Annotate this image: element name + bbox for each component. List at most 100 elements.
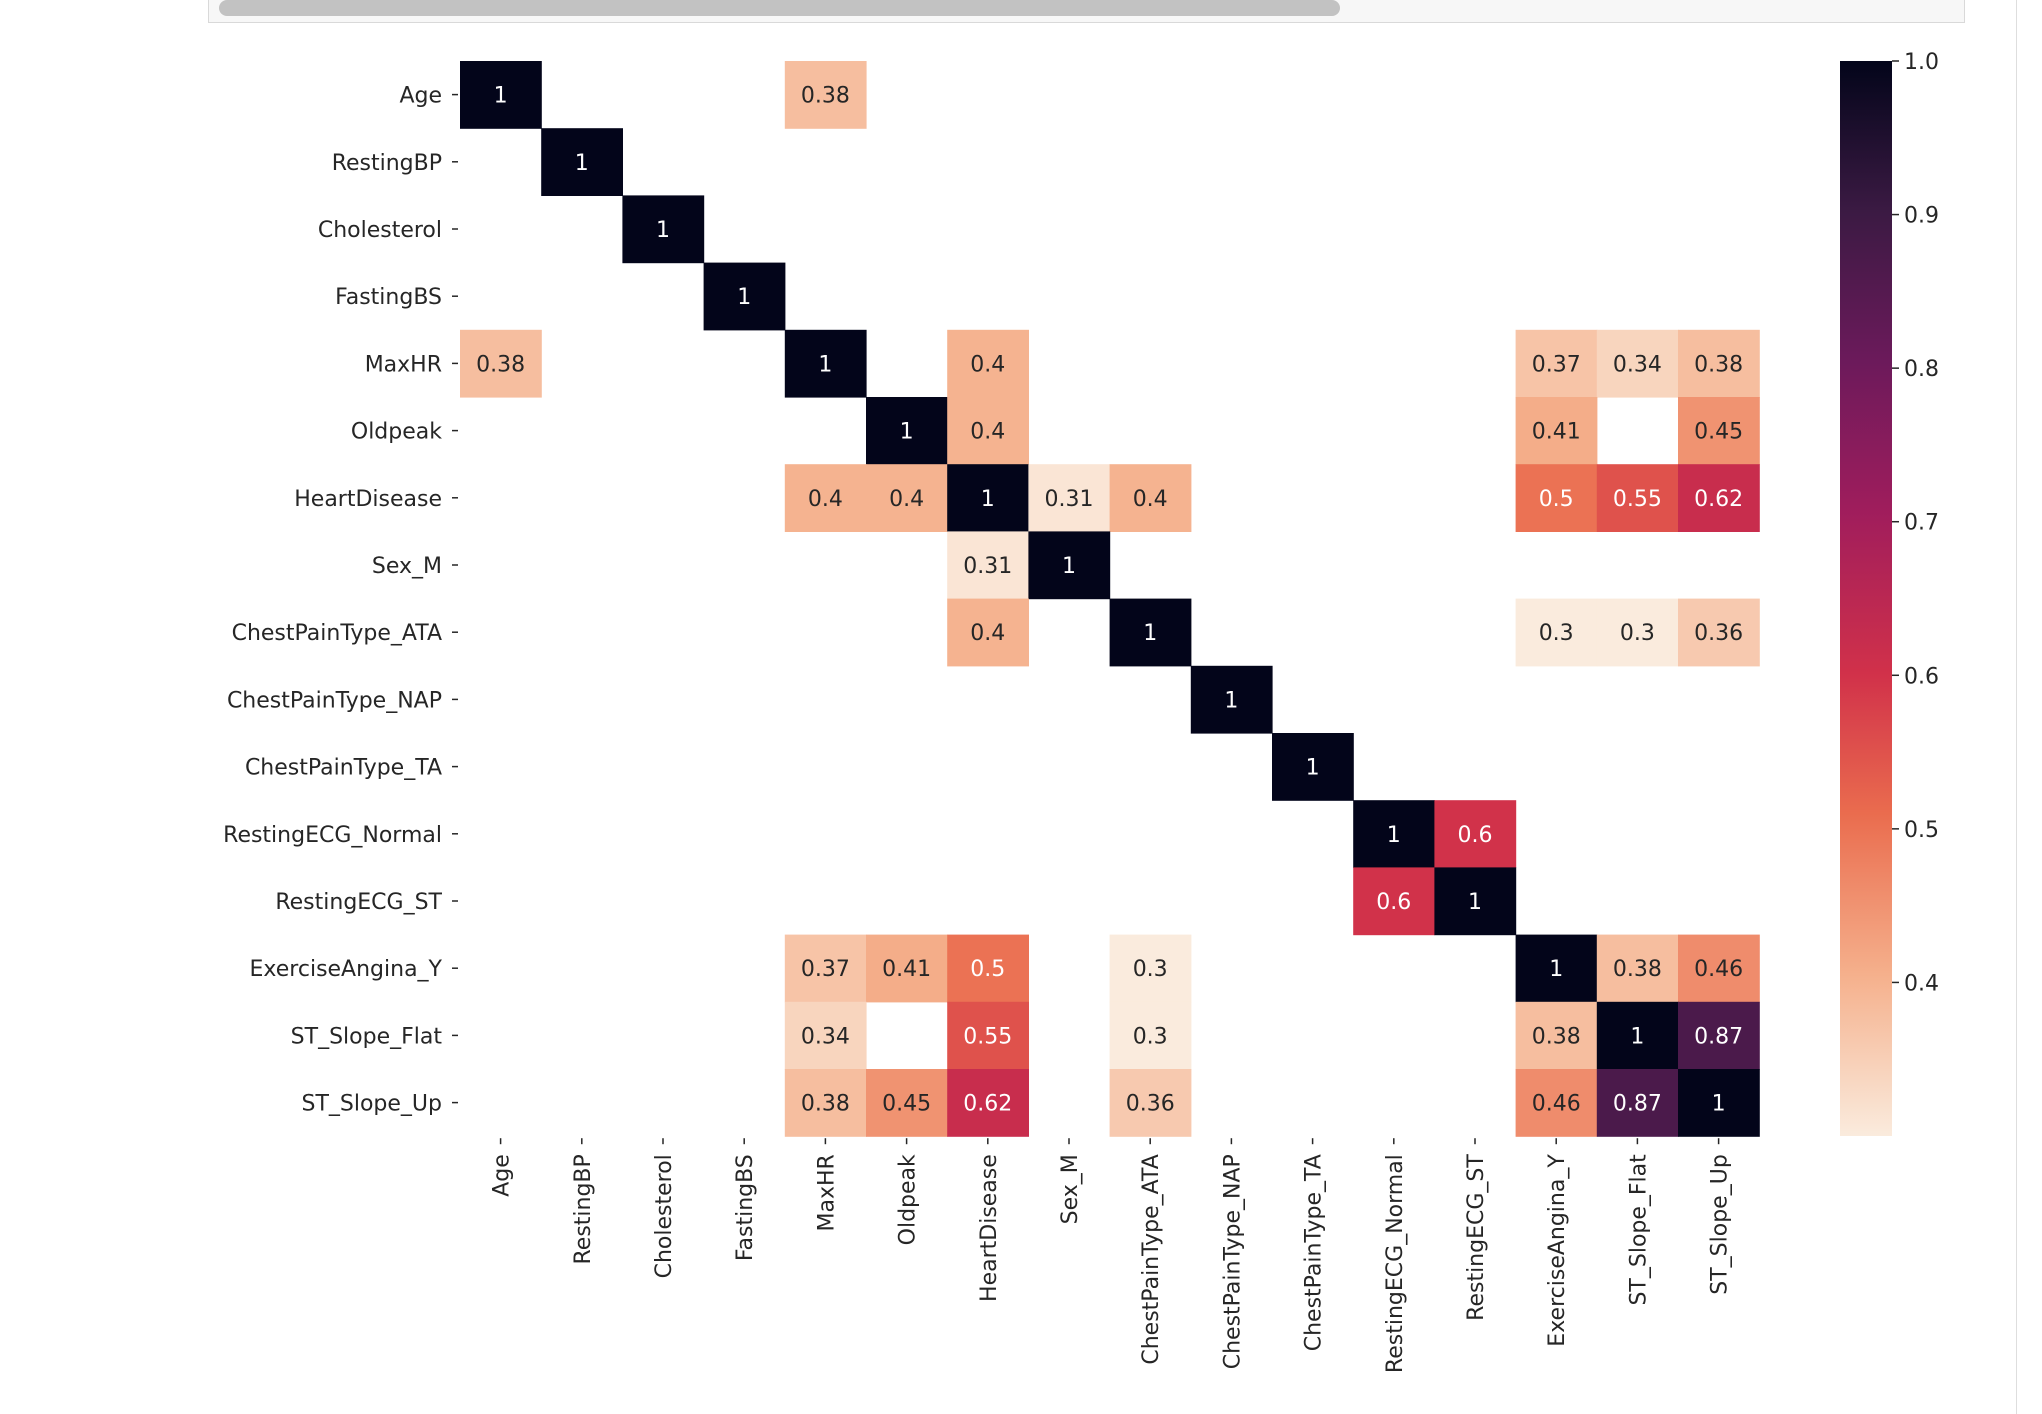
- cell-value-label: 0.34: [801, 1024, 850, 1049]
- cell-value-label: 0.38: [801, 1092, 850, 1117]
- cell-value-label: 0.5: [970, 957, 1005, 982]
- cell-value-label: 1: [1306, 756, 1320, 781]
- heatmap-cell: [1353, 867, 1435, 936]
- x-tick-label: Age: [490, 1154, 515, 1197]
- heatmap-cell: [1190, 665, 1273, 734]
- heatmap-cell: [947, 1001, 1029, 1070]
- y-tick-label: RestingECG_ST: [275, 890, 442, 915]
- cell-value-label: 0.4: [1133, 487, 1168, 512]
- colorbar-ticks: 1.0 0.9 0.8 0.7 0.6 0.5 0.4: [1892, 50, 1939, 996]
- y-tick-label: ST_Slope_Up: [301, 1092, 442, 1117]
- heatmap-cell: [1353, 800, 1435, 868]
- cell-value-label: 1: [818, 352, 832, 377]
- colorbar-tick-label: 0.8: [1904, 357, 1939, 382]
- x-tick-label: Oldpeak: [896, 1154, 921, 1245]
- heatmap-cell: [947, 464, 1029, 532]
- heatmap-cell: [1515, 934, 1598, 1003]
- colorbar-tick-label: 0.9: [1904, 204, 1939, 229]
- cell-value-label: 0.34: [1613, 352, 1662, 377]
- heatmap-cell: [1515, 397, 1598, 465]
- heatmap-cell: [1678, 464, 1760, 532]
- cell-value-label: 0.37: [801, 957, 850, 982]
- heatmap-cell: [1109, 598, 1192, 667]
- y-tick-label: ChestPainType_ATA: [232, 621, 442, 646]
- cell-value-label: 0.3: [1133, 1024, 1168, 1049]
- cell-value-label: 0.5: [1539, 487, 1574, 512]
- heatmap-cell: [1109, 1069, 1192, 1137]
- cell-value-label: 0.36: [1126, 1092, 1175, 1117]
- notebook-right-border: [2016, 0, 2017, 1414]
- colorbar-tick-label: 0.6: [1904, 664, 1939, 689]
- x-tick-label: MaxHR: [814, 1154, 839, 1231]
- cell-value-label: 0.55: [963, 1024, 1012, 1049]
- x-tick-label: RestingECG_ST: [1464, 1154, 1489, 1321]
- y-tick-label: Oldpeak: [351, 420, 442, 445]
- heatmap-cell: [1434, 867, 1517, 936]
- heatmap-cell: [784, 464, 867, 532]
- cell-value-label: 0.46: [1694, 957, 1743, 982]
- y-tick-label: HeartDisease: [294, 487, 442, 512]
- heatmap-cell: [1028, 531, 1111, 600]
- colorbar-tick-label: 0.4: [1904, 971, 1939, 996]
- cell-value-label: 1: [1143, 621, 1157, 646]
- colorbar-tick-label: 1.0: [1904, 50, 1939, 75]
- colorbar-tick-label: 0.7: [1904, 511, 1939, 536]
- x-tick-label: ST_Slope_Up: [1708, 1154, 1733, 1295]
- heatmap-cell: [1596, 329, 1679, 398]
- heatmap-cell: [1596, 598, 1679, 667]
- cell-value-label: 1: [1224, 688, 1238, 713]
- cell-value-label: 0.4: [889, 487, 924, 512]
- heatmap-cell: [866, 397, 948, 465]
- cell-value-label: 0.87: [1694, 1024, 1743, 1049]
- cell-value-label: 0.4: [970, 621, 1005, 646]
- cell-value-label: 0.6: [1376, 890, 1411, 915]
- cell-value-label: 1: [737, 285, 751, 310]
- cell-value-label: 0.37: [1532, 352, 1581, 377]
- y-tick-label: FastingBS: [335, 285, 442, 310]
- cell-value-label: 0.38: [476, 352, 525, 377]
- heatmap-cell: [1515, 1001, 1598, 1070]
- cell-value-label: 0.38: [1694, 352, 1743, 377]
- heatmap-cell: [703, 262, 786, 331]
- cell-value-label: 1: [1549, 957, 1563, 982]
- x-tick-label: Cholesterol: [652, 1154, 677, 1278]
- heatmap-cell: [784, 61, 867, 129]
- x-tick-label: ST_Slope_Flat: [1626, 1154, 1651, 1306]
- heatmap-cell: [1678, 1001, 1760, 1070]
- cell-value-label: 1: [1630, 1024, 1644, 1049]
- cell-value-label: 0.36: [1694, 621, 1743, 646]
- heatmap-cell: [1109, 464, 1192, 532]
- y-tick-label: Sex_M: [372, 554, 442, 579]
- heatmap-cell: [460, 329, 542, 398]
- heatmap-cell: [866, 1069, 948, 1137]
- cell-value-label: 1: [575, 151, 589, 176]
- cell-value-label: 0.62: [963, 1092, 1012, 1117]
- heatmap-cell: [1515, 1069, 1598, 1137]
- heatmap-cell: [947, 934, 1029, 1003]
- cell-value-label: 0.38: [1613, 957, 1662, 982]
- cell-value-label: 0.31: [963, 554, 1012, 579]
- cell-value-label: 1: [1062, 554, 1076, 579]
- heatmap-cell: [1434, 800, 1517, 868]
- heatmap-cell: [1678, 1069, 1760, 1137]
- y-tick-label: Cholesterol: [318, 218, 442, 243]
- x-tick-label: ChestPainType_ATA: [1139, 1154, 1164, 1364]
- heatmap-cell: [1678, 397, 1760, 465]
- heatmap-cell: [784, 329, 867, 398]
- cell-value-label: 1: [900, 420, 914, 445]
- cell-value-label: 1: [1712, 1092, 1726, 1117]
- x-tick-label: FastingBS: [733, 1154, 758, 1261]
- heatmap-cell: [1109, 1001, 1192, 1070]
- x-tick-label: ExerciseAngina_Y: [1545, 1154, 1570, 1347]
- cell-value-label: 0.38: [1532, 1024, 1581, 1049]
- heatmap-cell: [1515, 464, 1598, 532]
- heatmap-cell: [784, 1001, 867, 1070]
- x-tick-label: RestingBP: [571, 1154, 596, 1264]
- horizontal-scrollbar-thumb[interactable]: [219, 0, 1340, 16]
- x-axis-tick-labels: Age RestingBP Cholesterol FastingBS MaxHR Old…: [490, 1138, 1733, 1373]
- heatmap-cell: [784, 1069, 867, 1137]
- heatmap-cell: [1596, 1069, 1679, 1137]
- heatmap-cell: [460, 61, 542, 129]
- y-tick-label: ExerciseAngina_Y: [250, 957, 443, 982]
